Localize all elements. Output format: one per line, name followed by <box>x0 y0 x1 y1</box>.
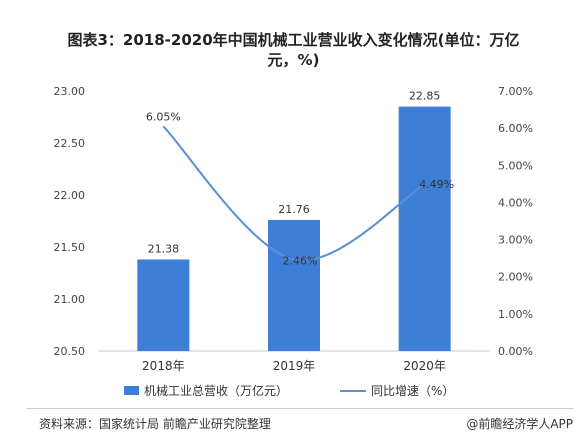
y-right-tick-label: 3.00% <box>498 234 533 247</box>
x-tick-label: 2019年 <box>273 359 316 373</box>
y-right-tick-label: 0.00% <box>498 345 533 358</box>
bar <box>268 219 320 351</box>
footer-divider <box>26 408 574 409</box>
source-note: 资料来源：国家统计局 前瞻产业研究院整理 <box>39 417 271 431</box>
line-value-label: 6.05% <box>146 110 181 123</box>
bar-value-label: 21.76 <box>278 203 310 216</box>
credit-note: @前瞻经济学人APP <box>466 417 573 431</box>
bar-value-label: 21.38 <box>148 242 180 255</box>
y-right-tick-label: 1.00% <box>498 308 533 321</box>
legend-bar-label: 机械工业总营收（万亿元） <box>144 383 288 398</box>
growth-rate-line <box>162 125 426 262</box>
line-value-label: 4.49% <box>419 178 454 191</box>
bar-value-label: 22.85 <box>409 90 441 103</box>
x-tick-label: 2020年 <box>403 359 446 373</box>
y-right-tick-label: 6.00% <box>498 122 533 135</box>
bar <box>398 106 451 351</box>
y-left-tick-label: 22.50 <box>54 137 86 150</box>
y-right-tick-label: 5.00% <box>498 159 533 172</box>
line-value-label: 2.46% <box>283 255 318 268</box>
y-left-tick-label: 20.50 <box>54 345 86 358</box>
legend-bar-swatch <box>124 386 139 395</box>
legend-line-label: 同比增速（%） <box>371 384 454 398</box>
x-tick-label: 2018年 <box>142 359 185 373</box>
y-left-tick-label: 23.00 <box>54 85 86 98</box>
y-left-tick-label: 21.50 <box>54 241 86 254</box>
y-left-tick-label: 21.00 <box>54 293 86 306</box>
bar <box>137 259 190 351</box>
y-right-tick-label: 2.00% <box>498 271 533 284</box>
y-left-tick-label: 22.00 <box>54 189 86 202</box>
y-right-tick-label: 4.00% <box>498 196 533 209</box>
y-right-tick-label: 7.00% <box>498 85 533 98</box>
chart-title: 图表3：2018-2020年中国机械工业营业收入变化情况(单位：万亿 元，%) <box>67 31 520 69</box>
